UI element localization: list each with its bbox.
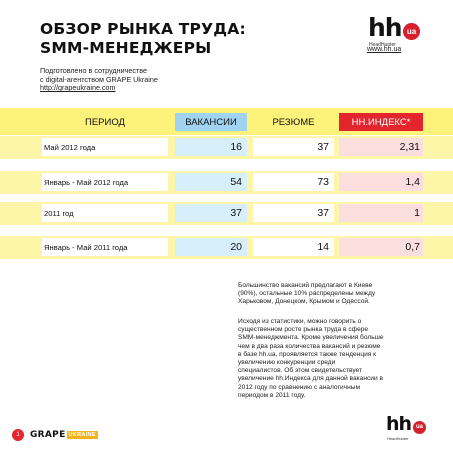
paragraph-line: в базе hh.ua, проявляется также тенденци… (238, 350, 377, 358)
row-resumes: 73 (253, 173, 334, 191)
hh-logo: hh ua HeadHunter (368, 13, 430, 48)
header-hh-index: HH.ИНДЕКС* (339, 113, 423, 131)
paragraph-distribution: Большинство вакансий предлагают в Киеве … (238, 282, 418, 307)
header-period: ПЕРИОД (85, 116, 125, 128)
hh-footer-logo: hh ua HeadHunter (386, 413, 431, 446)
ua-badge-icon: ua (413, 421, 426, 434)
title-line-2: SMM-МЕНЕДЖЕРЫ (40, 39, 212, 57)
paragraph-line: специалистов. Об этом свидетельствует (238, 367, 363, 375)
ukraine-logo-tag: UKRAINE (66, 431, 98, 439)
row-hh-index: 1 (339, 204, 423, 222)
paragraph-line: чем в два раза количества вакансий и рез… (238, 342, 381, 350)
paragraph-line: Исходя из статистики, можно говорить о (238, 318, 362, 325)
paragraph-line: увеличение hh.Индекса для данной ваканси… (238, 375, 383, 383)
grape-logo-text: GRAPE (30, 430, 66, 440)
grape-ukraine-logo: GRAPE UKRAINE (30, 429, 98, 441)
paragraph-line: SMM-менеджмента. Кроме увеличения больше (238, 334, 384, 342)
row-resumes: 37 (253, 204, 334, 222)
hh-logo-text: hh (386, 413, 412, 435)
row-vacancies: 54 (175, 173, 247, 191)
hh-logo-subtitle: HeadHunter (387, 436, 409, 441)
grape-link[interactable]: http://grapeukraine.com (40, 83, 116, 93)
row-resumes: 14 (253, 238, 334, 256)
hh-logo-subtitle: HeadHunter (369, 42, 396, 48)
page-number-badge: 1 (12, 429, 24, 441)
row-vacancies: 37 (175, 204, 247, 222)
row-vacancies: 20 (175, 238, 247, 256)
paragraph-line: Большинство вакансий предлагают в Киеве (238, 282, 373, 289)
row-period: Май 2012 года (42, 138, 168, 156)
row-resumes: 37 (253, 138, 334, 156)
page-title: ОБЗОР РЫНКА ТРУДА: SMM-МЕНЕДЖЕРЫ (40, 20, 246, 58)
prepared-note: Подготовлено в сотрудничестве с digital-… (40, 66, 158, 93)
row-hh-index: 2,31 (339, 138, 423, 156)
row-period: Январь - Май 2012 года (42, 173, 168, 191)
hh-logo-text: hh (368, 13, 403, 42)
paragraph-line: Харьковом, Донецком, Крымом и Одессой. (238, 298, 370, 306)
paragraph-line: периодом в 2011 году. (238, 391, 306, 399)
header-vacancies: ВАКАНСИИ (175, 113, 247, 131)
prepared-line-1: Подготовлено в сотрудничестве (40, 66, 147, 75)
paragraph-line: (90%), остальные 10% распределены между (238, 290, 376, 298)
paragraph-line: увеличению конкуренции среди (238, 359, 336, 367)
row-vacancies: 16 (175, 138, 247, 156)
prepared-line-2: с digital-агентством GRAPE Ukraine (40, 74, 158, 84)
row-hh-index: 1,4 (339, 173, 423, 191)
paragraph-line: существенном росте рынка труда в сфере (238, 326, 369, 334)
paragraph-conclusion: Исходя из статистики, можно говорить о с… (238, 318, 418, 400)
ua-badge-icon: ua (403, 23, 420, 40)
row-period: Январь - Май 2011 года (42, 238, 168, 256)
row-period: 2011 год (42, 204, 168, 222)
site-link[interactable]: www.hh.ua (367, 46, 402, 53)
header-resumes: РЕЗЮМЕ (253, 113, 334, 131)
paragraph-line: 2012 году по сравнению с аналогичным (238, 383, 361, 391)
title-line-1: ОБЗОР РЫНКА ТРУДА: (40, 20, 246, 38)
row-hh-index: 0,7 (339, 238, 423, 256)
